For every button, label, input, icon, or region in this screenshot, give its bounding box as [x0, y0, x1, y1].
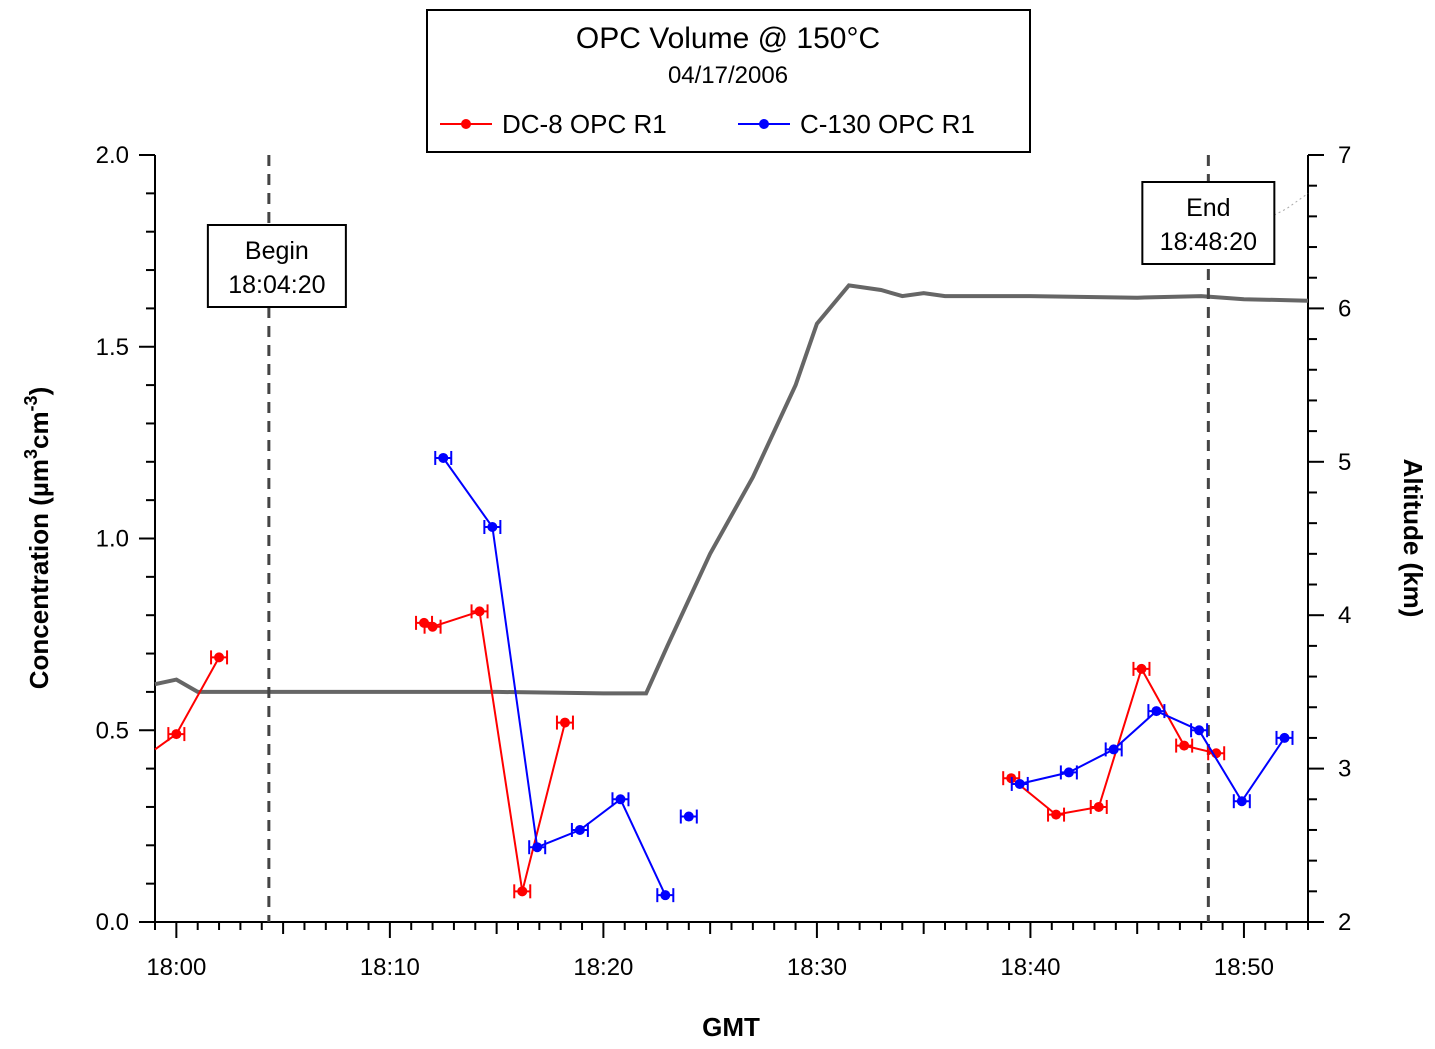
point-marker — [574, 824, 585, 835]
point-marker — [214, 652, 225, 663]
point-marker — [474, 606, 485, 617]
data-point — [483, 519, 502, 534]
legend-label-c130: C-130 OPC R1 — [800, 109, 975, 139]
data-point — [679, 809, 698, 824]
time-marker-label: End — [1186, 194, 1230, 222]
y-axis-title: Concentration (µm3cm-3) — [21, 387, 54, 690]
x-tick-label: 18:40 — [1000, 954, 1060, 981]
point-marker — [438, 452, 449, 463]
y-tick-label: 2.0 — [96, 142, 129, 169]
point-marker — [1151, 706, 1162, 717]
data-point — [1059, 765, 1078, 780]
x-tick-label: 18:00 — [146, 954, 206, 981]
data-point — [1010, 776, 1029, 791]
y-tick-label: 1.5 — [96, 334, 129, 361]
data-point — [1275, 730, 1294, 745]
ticks-layer: 18:00 18:10 18:20 18:30 18:40 18:50 0.0 0.5 1.0 1… — [96, 142, 1352, 981]
data-point — [1190, 723, 1209, 738]
point-marker — [517, 886, 528, 897]
point-marker — [1014, 778, 1025, 789]
x-tick-label: 18:10 — [360, 954, 420, 981]
time-marker-label: Begin — [245, 237, 309, 265]
point-marker — [427, 621, 438, 632]
time-marker-time: 18:04:20 — [228, 271, 325, 299]
altitude-line — [154, 283, 1309, 696]
legend-entry-dc8: DC-8 OPC R1 — [440, 109, 667, 139]
point-marker — [683, 811, 694, 822]
chart-title: OPC Volume @ 150°C — [576, 22, 880, 55]
data-point — [528, 840, 547, 855]
data-point — [434, 450, 453, 465]
point-marker — [615, 794, 626, 805]
data-point — [570, 822, 589, 837]
time-marker: Begin 18:04:20 — [206, 155, 347, 922]
y2-tick-label: 5 — [1338, 449, 1351, 476]
data-point — [210, 650, 229, 665]
y2-tick-label: 2 — [1338, 909, 1351, 936]
point-marker — [487, 521, 498, 532]
time-marker-box — [206, 224, 347, 308]
data-point — [1047, 807, 1066, 822]
data-point — [423, 619, 442, 634]
x-axis-title: GMT — [702, 1012, 760, 1042]
series-line — [154, 656, 220, 751]
y-tick-label: 0.5 — [96, 717, 129, 744]
series-group — [154, 604, 1226, 899]
legend-label-dc8: DC-8 OPC R1 — [502, 109, 667, 139]
series-line — [1019, 709, 1286, 804]
series-line — [423, 610, 566, 892]
point-marker — [1179, 740, 1190, 751]
time-marker: End 18:48:20 — [1141, 155, 1276, 922]
point-marker — [1136, 663, 1147, 674]
point-marker — [1279, 732, 1290, 743]
data-point — [1175, 738, 1194, 753]
series-layer — [154, 450, 1294, 903]
time-marker-box — [1141, 181, 1276, 265]
point-marker — [1236, 796, 1247, 807]
series-line — [442, 457, 667, 896]
x-tick-label: 18:30 — [787, 954, 847, 981]
point-marker — [532, 842, 543, 853]
point-marker — [1063, 767, 1074, 778]
y2-tick-label: 6 — [1338, 295, 1351, 322]
data-point — [1147, 704, 1166, 719]
data-point — [1132, 661, 1151, 676]
y2-tick-label: 7 — [1338, 142, 1351, 169]
y-tick-label: 1.0 — [96, 526, 129, 553]
data-point — [1089, 799, 1108, 814]
legend-box: OPC Volume @ 150°C 04/17/2006 DC-8 OPC R… — [426, 9, 1031, 153]
data-point — [167, 727, 186, 742]
data-point — [611, 792, 630, 807]
y2-axis-title: Altitude (km) — [1398, 459, 1428, 618]
x-tick-label: 18:50 — [1214, 954, 1274, 981]
time-marker-time: 18:48:20 — [1160, 228, 1257, 256]
data-point — [656, 888, 675, 903]
y-tick-label: 0.0 — [96, 909, 129, 936]
series-group — [434, 450, 1294, 903]
data-point — [513, 884, 532, 899]
point-marker — [1194, 725, 1205, 736]
point-marker — [1051, 809, 1062, 820]
altitude-trace-line — [1211, 192, 1309, 248]
altitude-layer — [154, 192, 1309, 696]
x-tick-label: 18:20 — [573, 954, 633, 981]
legend-entry-c130: C-130 OPC R1 — [738, 109, 975, 139]
data-point — [1104, 742, 1123, 757]
point-marker — [660, 890, 671, 901]
point-marker — [171, 729, 182, 740]
data-point — [555, 715, 574, 730]
chart-subtitle: 04/17/2006 — [668, 62, 788, 89]
data-point — [470, 604, 489, 619]
point-marker — [559, 717, 570, 728]
point-marker — [1093, 801, 1104, 812]
data-point — [1232, 794, 1251, 809]
point-marker — [1108, 744, 1119, 755]
y2-tick-label: 4 — [1338, 602, 1351, 629]
marker-layer: Begin 18:04:20 End 18:48:20 — [206, 155, 1276, 922]
y2-tick-label: 3 — [1338, 756, 1351, 783]
